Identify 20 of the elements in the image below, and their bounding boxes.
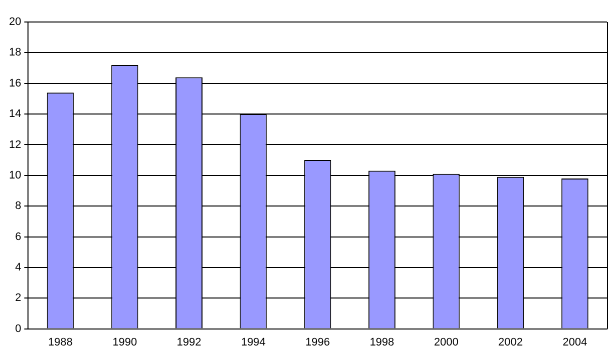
x-tick-label: 1994	[241, 336, 266, 348]
y-tick-label: 20	[8, 16, 22, 28]
y-tick-label: 16	[8, 77, 22, 90]
x-tick-label: 1992	[176, 336, 202, 348]
x-tick-label: 2002	[498, 336, 523, 348]
x-tick-label: 1998	[370, 336, 394, 348]
y-tick-label: 8	[15, 200, 22, 212]
y-tick-label: 4	[15, 261, 22, 274]
x-tick-label: 2004	[562, 336, 588, 348]
x-tick-label: 1988	[48, 336, 73, 348]
y-tick-label: 12	[8, 138, 22, 151]
y-tick-label: 6	[15, 230, 22, 243]
y-tick-label: 14	[8, 108, 22, 120]
x-tick-label: 1990	[112, 336, 137, 348]
y-tick-label: 18	[8, 46, 22, 59]
y-tick-label: 0	[15, 322, 22, 335]
x-tick-label: 2000	[434, 336, 458, 348]
y-tick-label: 10	[8, 169, 22, 182]
x-tick-label: 1996	[305, 336, 330, 348]
y-tick-label: 2	[15, 292, 22, 304]
